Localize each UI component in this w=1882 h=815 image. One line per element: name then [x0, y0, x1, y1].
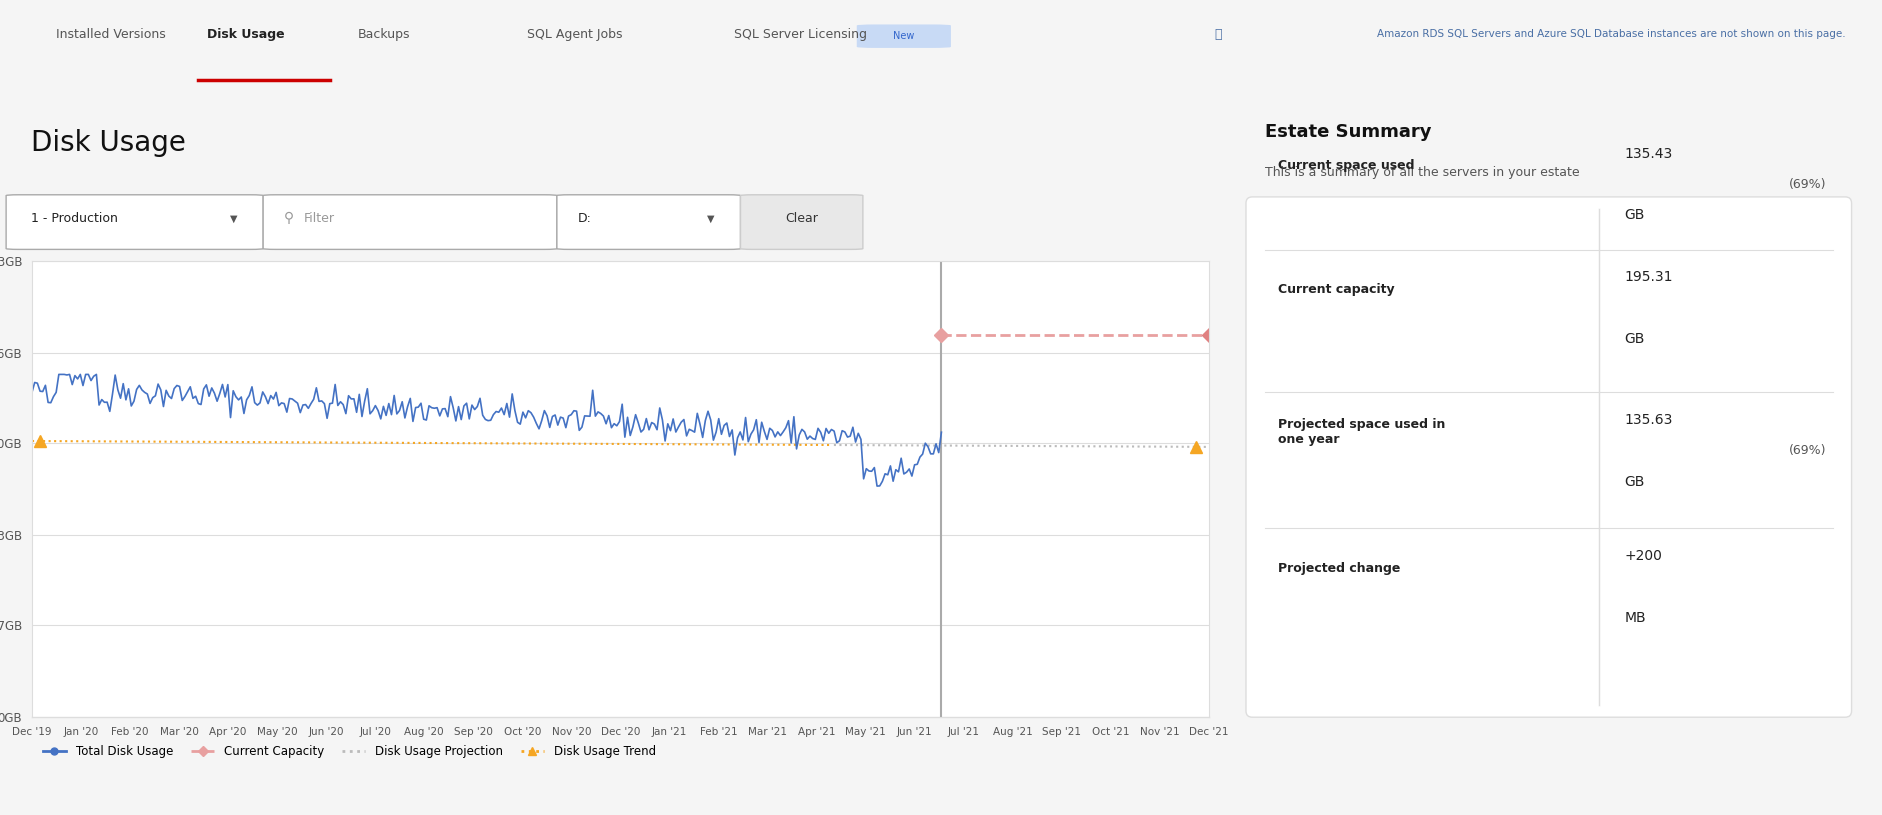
Text: ▼: ▼: [230, 214, 237, 223]
FancyBboxPatch shape: [557, 195, 740, 249]
Text: Disk Usage: Disk Usage: [207, 28, 284, 41]
FancyBboxPatch shape: [6, 195, 263, 249]
FancyBboxPatch shape: [740, 195, 862, 249]
Text: SQL Agent Jobs: SQL Agent Jobs: [527, 28, 623, 41]
Text: Backups: Backups: [358, 28, 410, 41]
Text: Current capacity: Current capacity: [1276, 284, 1393, 297]
Text: Clear: Clear: [785, 212, 817, 225]
Text: GB: GB: [1624, 333, 1645, 346]
Text: (69%): (69%): [1788, 444, 1826, 457]
Text: SQL Server Licensing: SQL Server Licensing: [734, 28, 868, 41]
Text: New: New: [892, 31, 915, 42]
Text: Estate Summary: Estate Summary: [1265, 122, 1430, 140]
Text: 1 - Production: 1 - Production: [30, 212, 117, 225]
Text: ⓘ: ⓘ: [1214, 28, 1221, 41]
FancyBboxPatch shape: [1246, 197, 1850, 717]
Text: (69%): (69%): [1788, 178, 1826, 191]
Text: Disk Usage: Disk Usage: [30, 129, 184, 156]
Text: GB: GB: [1624, 475, 1645, 489]
FancyBboxPatch shape: [263, 195, 557, 249]
Text: 135.63: 135.63: [1624, 413, 1671, 427]
Text: 195.31: 195.31: [1624, 271, 1671, 284]
Text: Projected change: Projected change: [1276, 562, 1398, 575]
Legend: Total Disk Usage, Current Capacity, Disk Usage Projection, Disk Usage Trend: Total Disk Usage, Current Capacity, Disk…: [38, 740, 661, 763]
Text: This is a summary of all the servers in your estate: This is a summary of all the servers in …: [1265, 166, 1579, 179]
Text: Installed Versions: Installed Versions: [56, 28, 166, 41]
Text: GB: GB: [1624, 209, 1645, 222]
Text: ⚲: ⚲: [284, 211, 294, 226]
Text: MB: MB: [1624, 611, 1645, 625]
Text: Projected space used in
one year: Projected space used in one year: [1276, 418, 1443, 447]
Text: Current space used: Current space used: [1276, 160, 1413, 173]
Text: Filter: Filter: [303, 212, 335, 225]
Text: ▼: ▼: [708, 214, 715, 223]
Text: Amazon RDS SQL Servers and Azure SQL Database instances are not shown on this pa: Amazon RDS SQL Servers and Azure SQL Dat…: [1376, 29, 1844, 39]
FancyBboxPatch shape: [856, 24, 950, 48]
Text: +200: +200: [1624, 549, 1662, 563]
Text: 135.43: 135.43: [1624, 147, 1671, 161]
Text: D:: D:: [578, 212, 591, 225]
